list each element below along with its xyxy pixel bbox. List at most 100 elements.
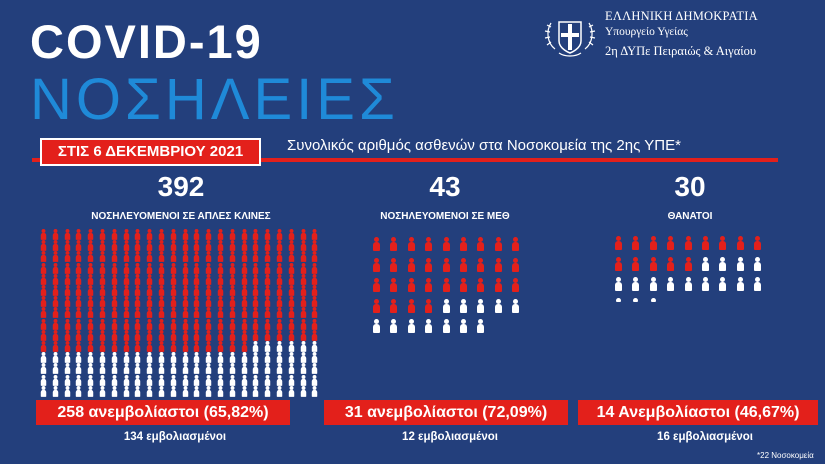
person-icon [158, 307, 165, 319]
person-icon [264, 363, 271, 375]
person-icon [476, 257, 485, 272]
person-icon [252, 273, 259, 285]
person-icon [229, 273, 236, 285]
person-icon [300, 363, 307, 375]
person-icon [442, 237, 451, 251]
person-icon [241, 363, 248, 375]
person-icon [182, 251, 189, 263]
person-icon [476, 278, 485, 292]
person-icon [40, 352, 47, 364]
person-icon [241, 273, 248, 285]
person-icon [424, 298, 433, 313]
person-icon [276, 296, 283, 308]
person-icon [311, 318, 318, 330]
person-icon [300, 385, 307, 397]
person-icon [134, 273, 141, 285]
person-icon [158, 229, 165, 240]
person-icon [182, 352, 189, 364]
person-icon [276, 363, 283, 375]
person-icon [252, 385, 259, 397]
person-icon [158, 352, 165, 364]
person-icon [64, 296, 71, 308]
person-icon [753, 256, 762, 271]
page-title: COVID-19 [30, 15, 263, 68]
beds-count: 392 [157, 171, 205, 202]
person-icon [288, 273, 295, 285]
person-icon [205, 251, 212, 263]
person-icon [99, 307, 106, 319]
person-icon [193, 352, 200, 364]
person-icon [276, 229, 283, 240]
person-icon [372, 278, 381, 292]
ministry-header: ΕΛΛΗΝΙΚΗ ΔΗΜΟΚΡΑΤΙΑ Υπουργείο Υγείας 2η … [605, 8, 821, 61]
person-icon [40, 318, 47, 330]
person-icon [123, 251, 130, 263]
person-icon [300, 262, 307, 274]
person-icon [252, 296, 259, 308]
person-icon [614, 277, 623, 291]
person-icon [64, 341, 71, 352]
person-icon [205, 229, 212, 240]
person-icon [87, 385, 94, 397]
person-icon [182, 240, 189, 252]
person-icon [111, 273, 118, 285]
person-icon [158, 374, 165, 386]
person-icon [99, 296, 106, 308]
person-icon [229, 307, 236, 319]
icu-vaccinated-text: 12 εμβολιασμένοι [402, 431, 498, 443]
person-icon [134, 374, 141, 386]
person-icon [300, 318, 307, 330]
person-icon [40, 307, 47, 319]
person-icon [99, 229, 106, 240]
person-icon [158, 318, 165, 330]
person-icon [311, 341, 318, 352]
person-icon [40, 251, 47, 263]
person-icon [276, 341, 283, 352]
icu-count: 43 [429, 171, 461, 202]
person-icon [123, 318, 130, 330]
person-icon [241, 352, 248, 364]
person-icon [87, 374, 94, 386]
person-icon [123, 285, 130, 296]
person-icon [111, 363, 118, 375]
person-icon [52, 363, 59, 375]
person-icon [87, 229, 94, 240]
person-icon [158, 240, 165, 252]
person-icon [631, 297, 640, 302]
person-icon [252, 352, 259, 364]
person-icon [40, 273, 47, 285]
person-icon [241, 285, 248, 296]
icu-pictogram [372, 237, 532, 347]
person-icon [134, 329, 141, 341]
person-icon [182, 273, 189, 285]
beds-unvaccinated-badge: 258 ανεμβολίαστοι (65,82%) [36, 400, 290, 425]
person-icon [158, 273, 165, 285]
person-icon [123, 329, 130, 341]
person-icon [193, 329, 200, 341]
person-icon [288, 285, 295, 296]
person-icon [300, 352, 307, 364]
icu-unvaccinated-badge: 31 ανεμβολίαστοι (72,09%) [324, 400, 568, 425]
person-icon [123, 363, 130, 375]
person-icon [407, 257, 416, 272]
person-icon [276, 385, 283, 397]
person-icon [311, 285, 318, 296]
person-icon [217, 240, 224, 252]
person-icon [300, 251, 307, 263]
person-icon [170, 329, 177, 341]
person-icon [146, 240, 153, 252]
person-icon [276, 262, 283, 274]
person-icon [442, 298, 451, 313]
person-icon [252, 262, 259, 274]
person-icon [511, 278, 520, 292]
person-icon [170, 296, 177, 308]
person-icon [407, 237, 416, 251]
person-icon [442, 257, 451, 272]
person-icon [241, 374, 248, 386]
person-icon [52, 374, 59, 386]
person-icon [182, 374, 189, 386]
person-icon [134, 251, 141, 263]
icu-label: ΝΟΣΗΛΕΥΟΜΕΝΟΙ ΣΕ ΜΕΘ [380, 211, 510, 222]
person-icon [99, 363, 106, 375]
person-icon [241, 329, 248, 341]
